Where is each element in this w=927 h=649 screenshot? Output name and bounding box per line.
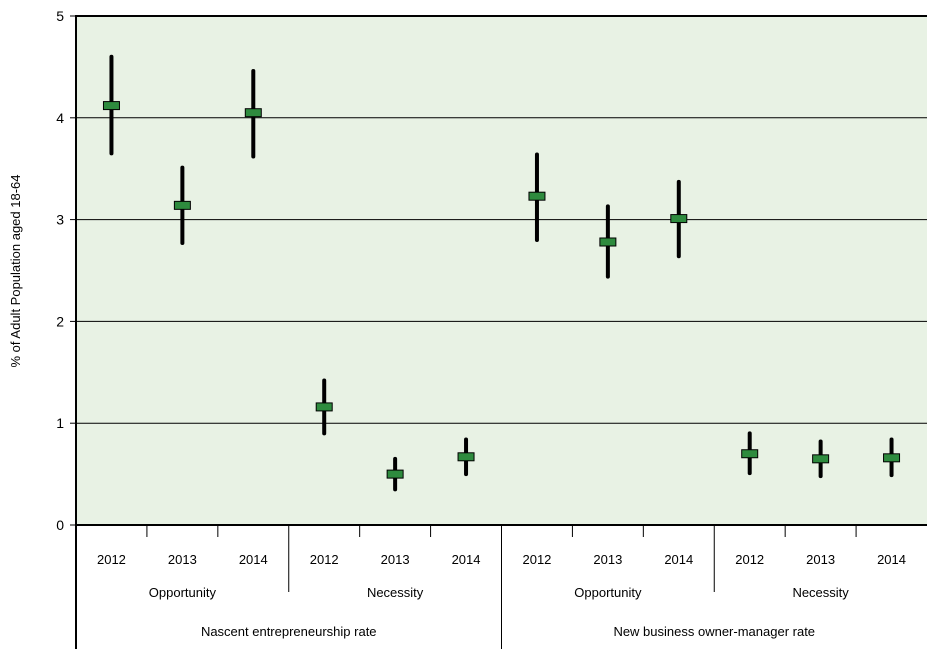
point-marker [315,402,333,412]
point-marker [599,237,617,247]
point-marker [244,108,262,118]
x-tick-label-year: 2014 [877,552,906,567]
x-tick-label-year: 2012 [310,552,339,567]
y-tick-label: 3 [56,212,64,228]
x-subgroup-label: Opportunity [574,585,642,600]
x-tick-label-year: 2012 [522,552,551,567]
y-tick-label: 0 [56,517,64,533]
x-tick-label-year: 2014 [239,552,268,567]
point-marker [741,449,759,459]
point-marker [528,191,546,201]
y-tick-label: 5 [56,8,64,24]
x-subgroup-label: Opportunity [149,585,217,600]
y-tick-label: 2 [56,313,64,329]
x-subgroup-label: Necessity [367,585,424,600]
y-tick-label: 4 [56,110,64,126]
x-tick-label-year: 2012 [97,552,126,567]
point-marker [102,101,120,111]
point-marker [173,200,191,210]
gridlines [76,117,927,424]
x-tick-label-year: 2014 [452,552,481,567]
x-tick-label-year: 2013 [168,552,197,567]
x-tick-label-year: 2013 [806,552,835,567]
y-axis-ticks: 0 1 2 3 4 5 [56,8,76,533]
point-marker [883,453,901,463]
x-tick-label-year: 2014 [664,552,693,567]
point-marker [670,214,688,224]
plot-background [76,16,927,525]
x-tick-label-year: 2013 [593,552,622,567]
x-subgroup-label: Necessity [792,585,849,600]
point-marker [386,469,404,479]
x-tick-label-year: 2012 [735,552,764,567]
point-marker [457,452,475,462]
y-axis-title: % of Adult Population aged 18-64 [8,175,23,368]
x-group-label: New business owner-manager rate [613,624,815,639]
x-tick-label-year: 2013 [381,552,410,567]
x-axis-categories: 2012 2013 2014 2012 2013 2014 2012 2013 2014 2012… [97,525,906,649]
y-tick-label: 1 [56,415,64,431]
point-marker [812,454,830,464]
x-group-label: Nascent entrepreneurship rate [201,624,377,639]
data-marks [102,54,901,492]
